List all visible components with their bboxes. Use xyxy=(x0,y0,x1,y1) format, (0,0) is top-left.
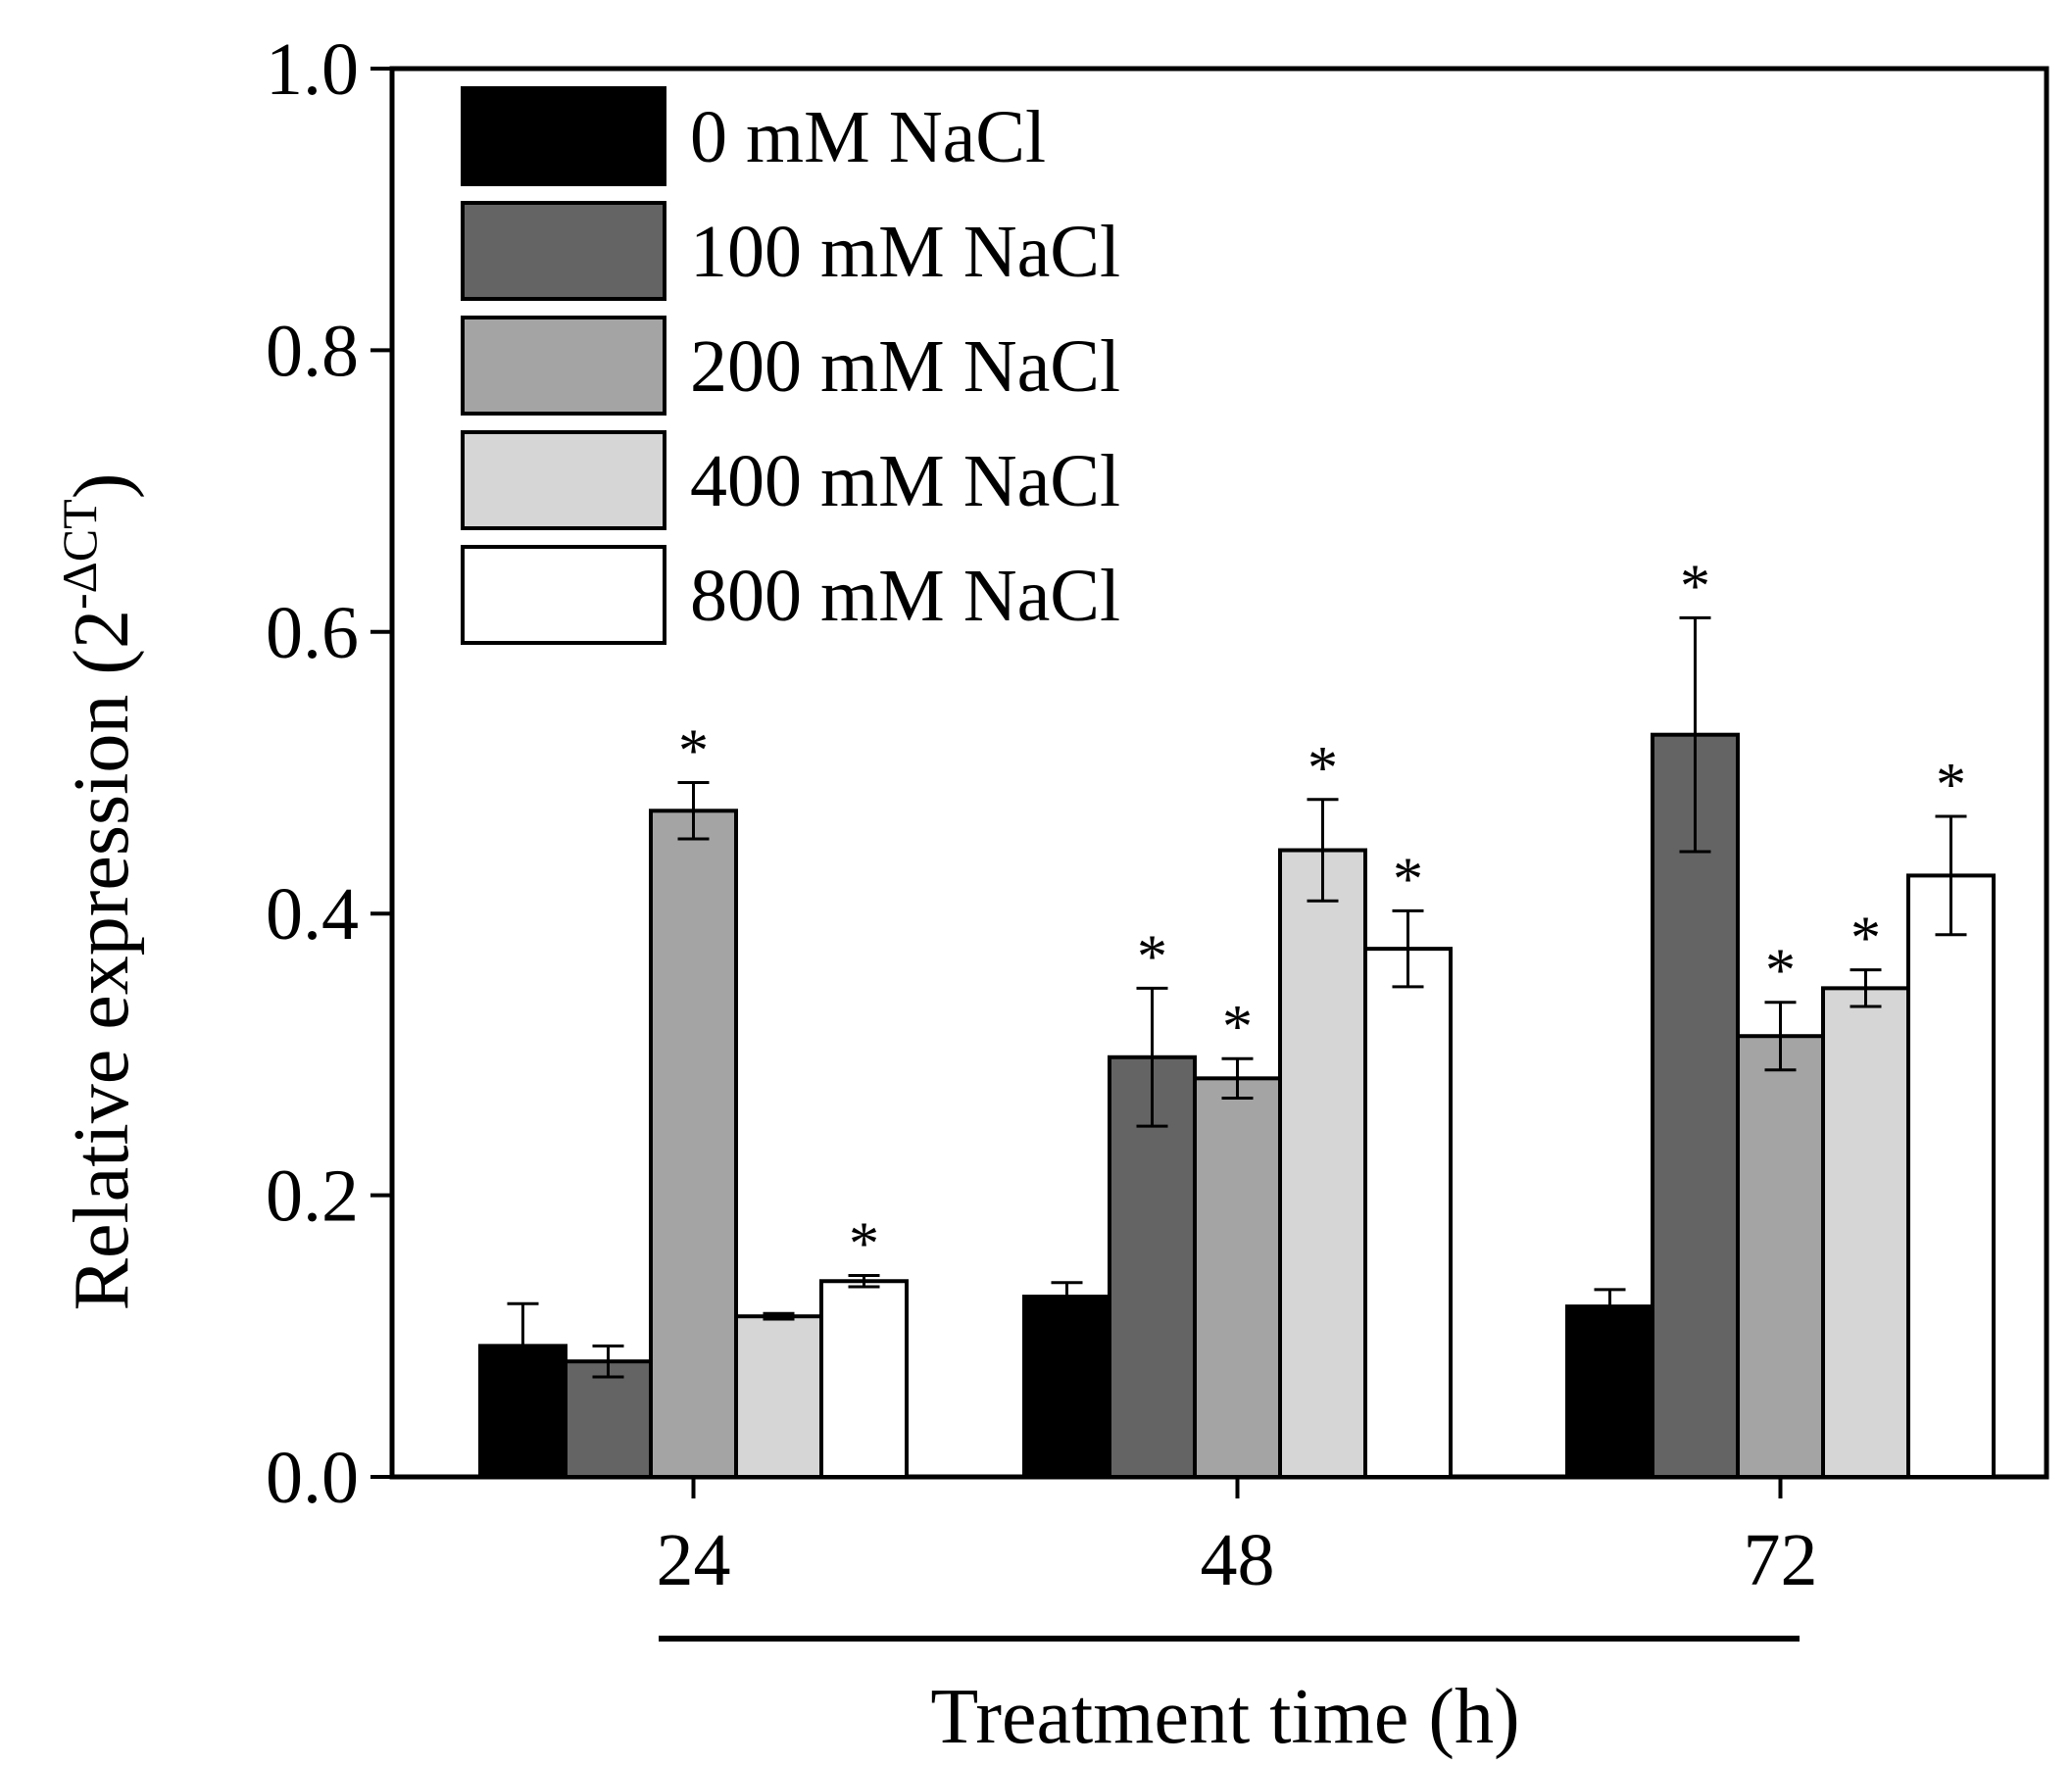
legend-swatch xyxy=(461,201,666,301)
legend-swatch xyxy=(461,545,666,645)
y-tick-label: 0.8 xyxy=(266,310,359,392)
bar xyxy=(1022,1295,1111,1479)
y-axis-title-main: Relative expression (2 xyxy=(59,610,145,1310)
y-tick-label: 0.6 xyxy=(266,592,359,674)
legend-swatch xyxy=(461,86,666,186)
significance-star: * xyxy=(849,1211,879,1278)
legend-label: 400 mM NaCl xyxy=(690,440,1120,522)
y-tick-label: 0.4 xyxy=(266,873,359,956)
bar xyxy=(1736,1034,1825,1479)
y-tick-label: 0.0 xyxy=(266,1437,359,1519)
significance-star: * xyxy=(1850,906,1881,972)
y-axis-title: Relative expression (2-ΔCT) xyxy=(52,473,145,1311)
significance-star: * xyxy=(1765,938,1796,1005)
significance-star: * xyxy=(1393,846,1423,912)
bar xyxy=(649,809,738,1479)
significance-star: * xyxy=(1137,923,1167,990)
significance-star: * xyxy=(1222,994,1253,1060)
bar xyxy=(564,1359,653,1480)
legend-swatch xyxy=(461,316,666,416)
bar xyxy=(1906,873,1996,1479)
legend-swatch xyxy=(461,430,666,530)
legend-label: 200 mM NaCl xyxy=(690,325,1120,408)
bar xyxy=(734,1314,823,1479)
significance-star: * xyxy=(1307,735,1338,802)
x-tick-label: 24 xyxy=(657,1519,731,1601)
bar xyxy=(1565,1304,1654,1480)
y-tick-label: 0.2 xyxy=(266,1155,359,1238)
significance-star: * xyxy=(678,718,709,785)
x-axis-title: Treatment time (h) xyxy=(930,1674,1519,1760)
significance-star: * xyxy=(1680,553,1710,619)
x-tick-label: 72 xyxy=(1744,1519,1818,1601)
bar xyxy=(1363,947,1453,1479)
x-tick-label: 48 xyxy=(1201,1519,1275,1601)
legend-label: 800 mM NaCl xyxy=(690,555,1120,637)
y-axis-title-superscript: -ΔCT xyxy=(52,499,107,610)
bar xyxy=(819,1279,909,1479)
bar xyxy=(1193,1076,1282,1479)
bar xyxy=(1821,986,1910,1480)
bar xyxy=(1278,848,1367,1479)
significance-star: * xyxy=(1936,752,1966,818)
bars-layer: * * 24 * * * * 48 * * * * 72 xyxy=(478,553,1996,1601)
legend-label: 0 mM NaCl xyxy=(690,96,1046,178)
y-axis-title-close: ) xyxy=(59,473,145,500)
legend: 0 mM NaCl 100 mM NaCl 200 mM NaCl 400 mM Na… xyxy=(461,86,1120,645)
legend-label: 100 mM NaCl xyxy=(690,211,1120,293)
y-tick-label: 1.0 xyxy=(266,28,359,111)
